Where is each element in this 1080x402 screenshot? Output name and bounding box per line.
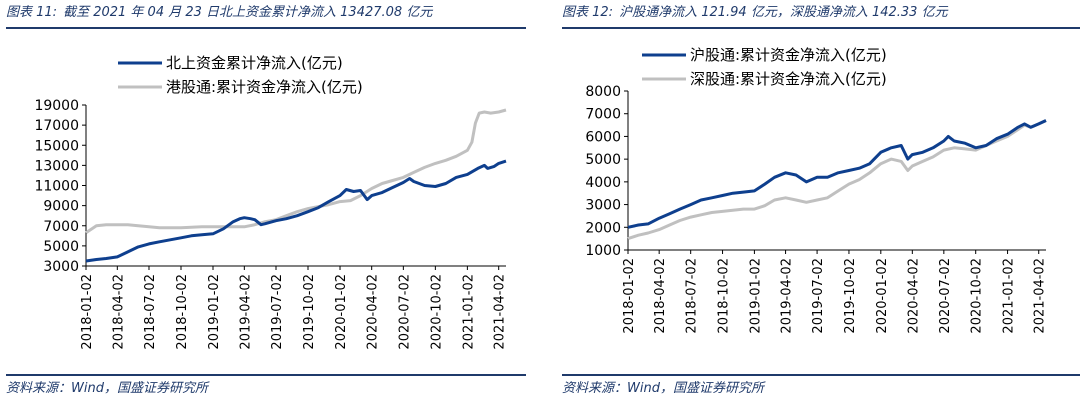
legend-label: 港股通:累计资金净流入(亿元) <box>166 78 363 96</box>
x-tick-label: 2018-07-02 <box>143 274 158 350</box>
x-tick-label: 2019-01-02 <box>748 258 763 334</box>
x-tick-label: 2019-04-02 <box>238 274 253 350</box>
figure-title-text: 截至 2021 年 04 月 23 日北上资金累计净流入 13427.08 亿元 <box>63 5 433 20</box>
figure-title-text: 沪股通净流入 121.94 亿元，深股通净流入 142.33 亿元 <box>619 5 948 20</box>
y-tick-label: 3000 <box>585 198 621 214</box>
y-tick-label: 7000 <box>43 219 79 235</box>
figure-number: 图表 11: <box>6 5 58 20</box>
y-tick-label: 8000 <box>585 84 621 100</box>
y-tick-label: 11000 <box>34 179 79 195</box>
x-tick-label: 2018-04-02 <box>653 258 668 334</box>
y-tick-label: 17000 <box>34 118 79 134</box>
x-tick-label: 2021-04-02 <box>493 274 508 350</box>
y-tick-label: 19000 <box>34 98 79 114</box>
figure-12-panel: 图表 12: 沪股通净流入 121.94 亿元，深股通净流入 142.33 亿元 … <box>562 0 1080 402</box>
x-tick-label: 2020-01-02 <box>334 274 349 350</box>
x-tick-label: 2018-04-02 <box>111 274 126 350</box>
x-tick-label: 2020-10-02 <box>970 258 985 334</box>
source-rule <box>562 374 1080 376</box>
legend-label: 深股通:累计资金净流入(亿元) <box>690 70 887 88</box>
y-tick-label: 9000 <box>43 199 79 215</box>
x-tick-label: 2021-04-02 <box>1033 258 1048 334</box>
x-tick-label: 2020-04-02 <box>906 258 921 334</box>
figure-title: 图表 11: 截至 2021 年 04 月 23 日北上资金累计净流入 13427… <box>6 2 526 24</box>
x-tick-label: 2018-10-02 <box>175 274 190 350</box>
x-tick-label: 2020-07-02 <box>938 258 953 334</box>
x-tick-label: 2020-01-02 <box>875 258 890 334</box>
y-tick-label: 3000 <box>43 259 79 275</box>
x-tick-label: 2020-04-02 <box>366 274 381 350</box>
figure-title: 图表 12: 沪股通净流入 121.94 亿元，深股通净流入 142.33 亿元 <box>562 2 1080 24</box>
source-note: 资料来源：Wind，国盛证券研究所 <box>6 381 208 396</box>
y-tick-label: 4000 <box>585 175 621 191</box>
x-tick-label: 2019-07-02 <box>811 258 826 334</box>
y-tick-label: 6000 <box>585 129 621 145</box>
x-tick-label: 2021-01-02 <box>1002 258 1017 334</box>
source-rule <box>6 374 526 376</box>
connect-flow-chart: 1000 2000 3000 4000 5000 6000 7000 8000 2018-01-… <box>585 46 1048 334</box>
title-rule <box>6 27 526 29</box>
legend-label: 沪股通:累计资金净流入(亿元) <box>690 46 887 64</box>
y-tick-label: 1000 <box>585 243 621 259</box>
figure-11-panel: 图表 11: 截至 2021 年 04 月 23 日北上资金累计净流入 13427… <box>6 0 532 402</box>
x-tick-label: 2018-01-02 <box>622 258 637 334</box>
x-tick-label: 2018-10-02 <box>717 258 732 334</box>
y-tick-label: 13000 <box>34 158 79 174</box>
source-note: 资料来源：Wind，国盛证券研究所 <box>562 381 764 396</box>
x-tick-label: 2019-04-02 <box>780 258 795 334</box>
x-tick-label: 2019-10-02 <box>843 258 858 334</box>
x-tick-label: 2019-10-02 <box>302 274 317 350</box>
x-tick-label: 2020-07-02 <box>397 274 412 350</box>
x-tick-label: 2018-01-02 <box>80 274 95 350</box>
y-tick-label: 5000 <box>585 152 621 168</box>
series-line-2 <box>627 119 1047 241</box>
northbound-flow-chart: 3000 5000 7000 9000 11000 13000 15000 17000 1900… <box>34 54 508 350</box>
legend-label: 北上资金累计净流入(亿元) <box>166 54 343 72</box>
series-line-2 <box>85 108 507 235</box>
figure-number: 图表 12: <box>562 5 614 20</box>
x-tick-label: 2019-07-02 <box>270 274 285 350</box>
series-line-1 <box>627 119 1047 229</box>
title-rule <box>562 27 1080 29</box>
series-line-1 <box>85 159 507 263</box>
x-tick-label: 2021-01-02 <box>461 274 476 350</box>
y-tick-label: 5000 <box>43 239 79 255</box>
x-tick-label: 2019-01-02 <box>207 274 222 350</box>
y-tick-label: 7000 <box>585 107 621 123</box>
y-tick-label: 15000 <box>34 138 79 154</box>
y-tick-label: 2000 <box>585 220 621 236</box>
x-tick-label: 2020-10-02 <box>429 274 444 350</box>
x-tick-label: 2018-07-02 <box>685 258 700 334</box>
